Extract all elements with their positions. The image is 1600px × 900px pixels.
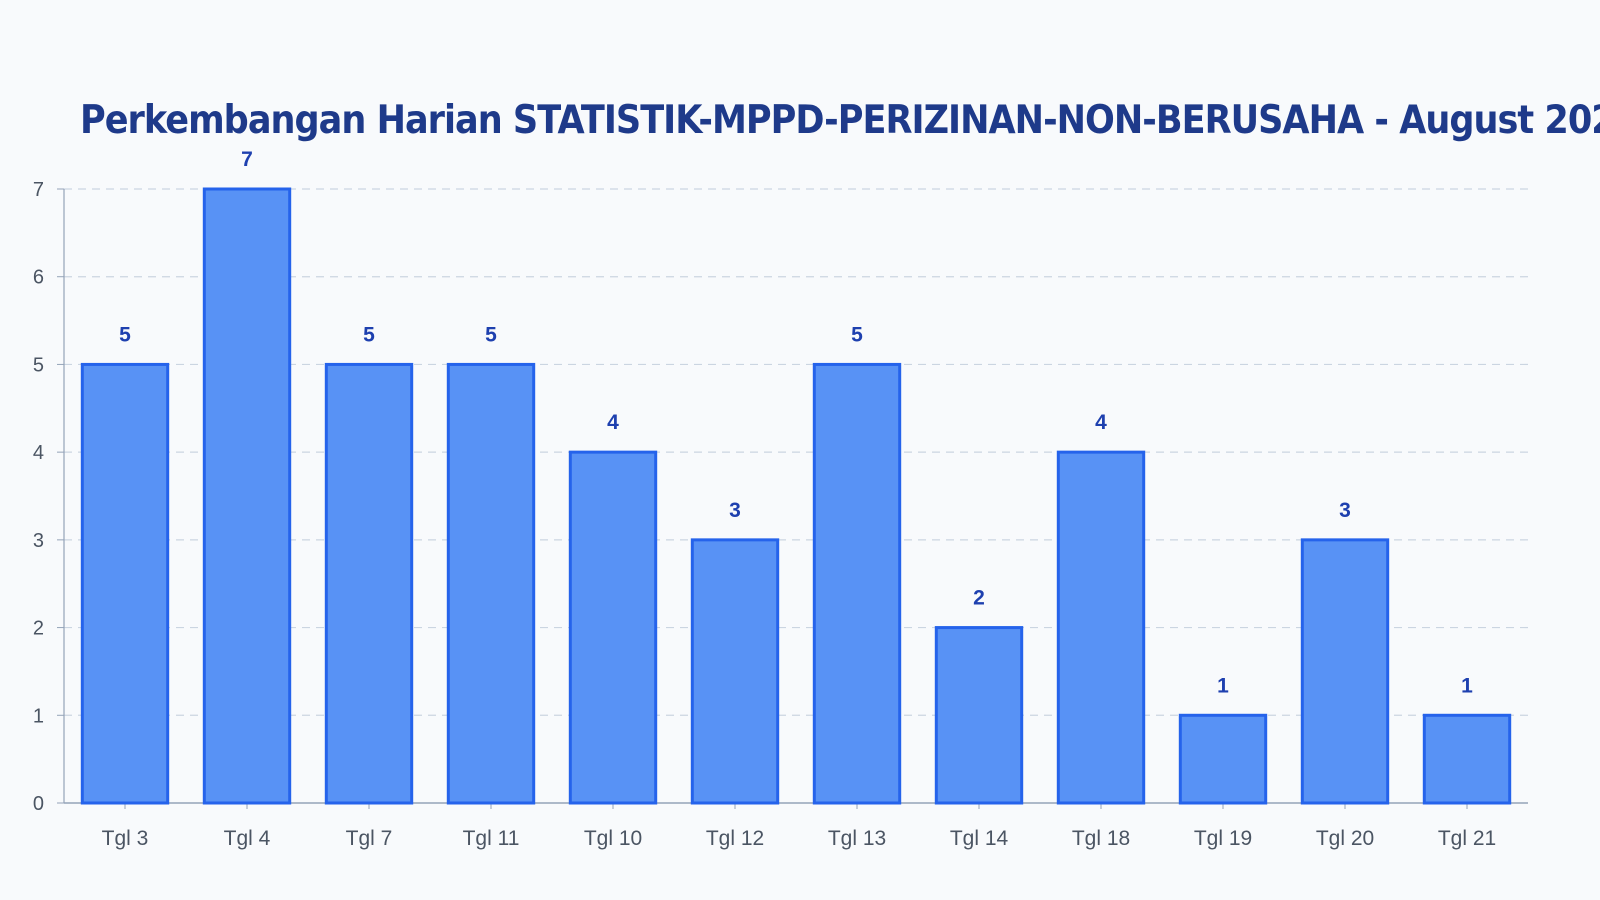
labels: 0 1 2 3 4 5 6 7 5 Tgl 3 7 Tgl 4 5 Tgl 7 5 Tgl 11 4 Tgl 10… bbox=[33, 148, 1496, 850]
y-tick-label: 1 bbox=[33, 705, 44, 727]
y-tick-label: 2 bbox=[33, 618, 44, 640]
x-tick-label: Tgl 12 bbox=[706, 827, 764, 850]
bar[interactable] bbox=[1056, 450, 1146, 805]
bar[interactable] bbox=[324, 362, 414, 805]
x-tick-label: Tgl 20 bbox=[1316, 827, 1374, 850]
x-tick-label: Tgl 10 bbox=[584, 827, 642, 850]
bar[interactable] bbox=[1422, 713, 1512, 805]
x-tick-label: Tgl 14 bbox=[950, 827, 1009, 850]
y-tick-label: 5 bbox=[33, 354, 44, 376]
x-tick-label: Tgl 7 bbox=[346, 827, 393, 850]
bar-value-label: 4 bbox=[1095, 411, 1107, 434]
bar[interactable] bbox=[80, 362, 170, 805]
y-tick-label: 7 bbox=[33, 179, 44, 201]
bar-value-label: 3 bbox=[729, 499, 741, 522]
bar-value-label: 5 bbox=[851, 323, 863, 346]
x-tick-label: Tgl 4 bbox=[224, 827, 271, 850]
bar[interactable] bbox=[202, 187, 292, 805]
bar-value-label: 7 bbox=[241, 148, 253, 171]
y-tick-label: 6 bbox=[33, 267, 44, 289]
x-tick-label: Tgl 21 bbox=[1438, 827, 1496, 850]
bar-value-label: 5 bbox=[119, 323, 131, 346]
bar-value-label: 4 bbox=[607, 411, 619, 434]
bar-value-label: 2 bbox=[973, 587, 985, 610]
bar-value-label: 3 bbox=[1339, 499, 1351, 522]
bar[interactable] bbox=[1178, 713, 1268, 805]
x-tick-label: Tgl 19 bbox=[1194, 827, 1252, 850]
bar-value-label: 5 bbox=[485, 323, 497, 346]
grid-lines bbox=[64, 188, 1528, 716]
x-tick-label: Tgl 11 bbox=[463, 827, 520, 850]
bar[interactable] bbox=[1300, 538, 1390, 805]
bar-value-label: 1 bbox=[1461, 674, 1473, 697]
bar-value-label: 1 bbox=[1217, 674, 1229, 697]
x-tick-label: Tgl 3 bbox=[102, 827, 149, 850]
y-tick-label: 0 bbox=[33, 793, 44, 815]
x-tick-label: Tgl 13 bbox=[828, 827, 886, 850]
bar[interactable] bbox=[812, 362, 902, 805]
chart-title: Perkembangan Harian STATISTIK-MPPD-PERIZ… bbox=[80, 98, 1600, 143]
bar-value-label: 5 bbox=[363, 323, 375, 346]
y-tick-label: 4 bbox=[33, 442, 44, 464]
x-tick-label: Tgl 18 bbox=[1072, 827, 1130, 850]
y-tick-label: 3 bbox=[33, 530, 44, 552]
bars bbox=[80, 187, 1512, 805]
bar[interactable] bbox=[446, 362, 536, 805]
bar[interactable] bbox=[568, 450, 658, 805]
axes bbox=[57, 188, 1528, 809]
bar[interactable] bbox=[690, 538, 780, 805]
bar[interactable] bbox=[934, 626, 1024, 805]
